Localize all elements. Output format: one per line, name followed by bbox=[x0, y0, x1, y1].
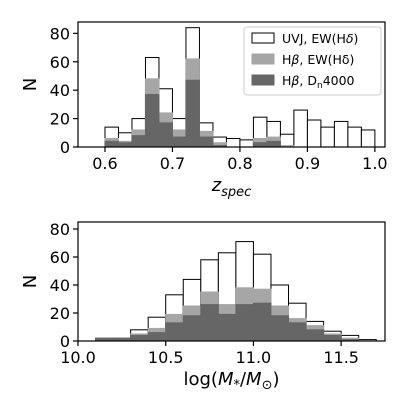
y-tick-label: 20 bbox=[50, 110, 70, 129]
axes-frame bbox=[77, 21, 386, 148]
histogram-bar bbox=[333, 120, 349, 148]
legend-entry: Hβ, Dn4000 bbox=[282, 73, 355, 91]
histogram-bar bbox=[320, 126, 335, 148]
y-axis-label: N bbox=[20, 275, 41, 288]
series-2 bbox=[95, 302, 360, 342]
histogram-bar bbox=[347, 126, 362, 148]
histogram-bar bbox=[117, 142, 133, 148]
histogram-bar bbox=[171, 136, 187, 148]
legend-swatch bbox=[251, 32, 275, 44]
x-tick-label: 11.5 bbox=[323, 348, 359, 367]
x-axis-label: zspec bbox=[211, 175, 252, 200]
histogram-bar bbox=[198, 136, 214, 148]
x-axis-label: log(M*/M⊙) bbox=[183, 369, 279, 393]
histogram-bar bbox=[131, 135, 146, 148]
histogram-bar bbox=[305, 329, 325, 342]
y-axis-label: N bbox=[20, 78, 41, 91]
legend-swatch bbox=[251, 74, 275, 86]
y-tick-label: 80 bbox=[50, 24, 70, 43]
histogram-bar bbox=[270, 315, 290, 342]
x-tick-label: 0.9 bbox=[295, 154, 320, 173]
axes-frame bbox=[77, 221, 386, 342]
histogram-bar bbox=[144, 93, 160, 148]
histogram-bar bbox=[266, 140, 281, 148]
histogram-bar bbox=[147, 332, 167, 342]
histogram-bar bbox=[239, 139, 254, 148]
y-tick-label: 40 bbox=[50, 81, 70, 100]
y-tick-label: 0 bbox=[60, 332, 70, 351]
histogram-bar bbox=[158, 122, 173, 148]
x-tick-label: 0.8 bbox=[227, 154, 252, 173]
legend-swatch bbox=[251, 53, 275, 65]
y-tick-label: 60 bbox=[50, 248, 70, 267]
histogram-bar bbox=[130, 334, 149, 342]
legend-box bbox=[243, 26, 382, 96]
histogram-bar bbox=[104, 140, 119, 148]
y-tick-label: 80 bbox=[50, 220, 70, 239]
histogram-bar bbox=[288, 322, 307, 342]
y-tick-label: 0 bbox=[60, 138, 70, 157]
y-tick-label: 60 bbox=[50, 53, 70, 72]
histogram-bar bbox=[323, 334, 342, 342]
histogram-bar bbox=[200, 304, 219, 342]
y-tick-label: 20 bbox=[50, 304, 70, 323]
histogram-bar bbox=[306, 119, 322, 148]
histogram-bar bbox=[225, 137, 241, 148]
histogram-bar bbox=[252, 302, 272, 342]
histogram-bar bbox=[293, 109, 308, 148]
histogram-bar bbox=[182, 315, 202, 342]
histogram-bar bbox=[165, 322, 184, 342]
histogram-bar bbox=[360, 129, 376, 148]
legend: UVJ, EW(Hδ) Hβ, EW(Hδ) Hβ, Dn4000 bbox=[243, 26, 382, 96]
x-tick-label: 1.0 bbox=[362, 154, 387, 173]
histogram-bar bbox=[185, 79, 200, 148]
histogram-bar bbox=[252, 142, 268, 148]
legend-entry: Hβ, EW(Hδ) bbox=[282, 52, 354, 67]
x-tick-label: 10.5 bbox=[148, 348, 184, 367]
x-tick-label: 10.0 bbox=[60, 348, 96, 367]
legend-entry: UVJ, EW(Hδ) bbox=[282, 31, 358, 46]
x-tick-label: 0.7 bbox=[160, 154, 185, 173]
x-tick-label: 0.6 bbox=[92, 154, 117, 173]
y-tick-label: 40 bbox=[50, 276, 70, 295]
histogram-bar bbox=[235, 304, 254, 342]
histogram-bar bbox=[217, 313, 237, 342]
x-tick-label: 11.0 bbox=[236, 348, 272, 367]
